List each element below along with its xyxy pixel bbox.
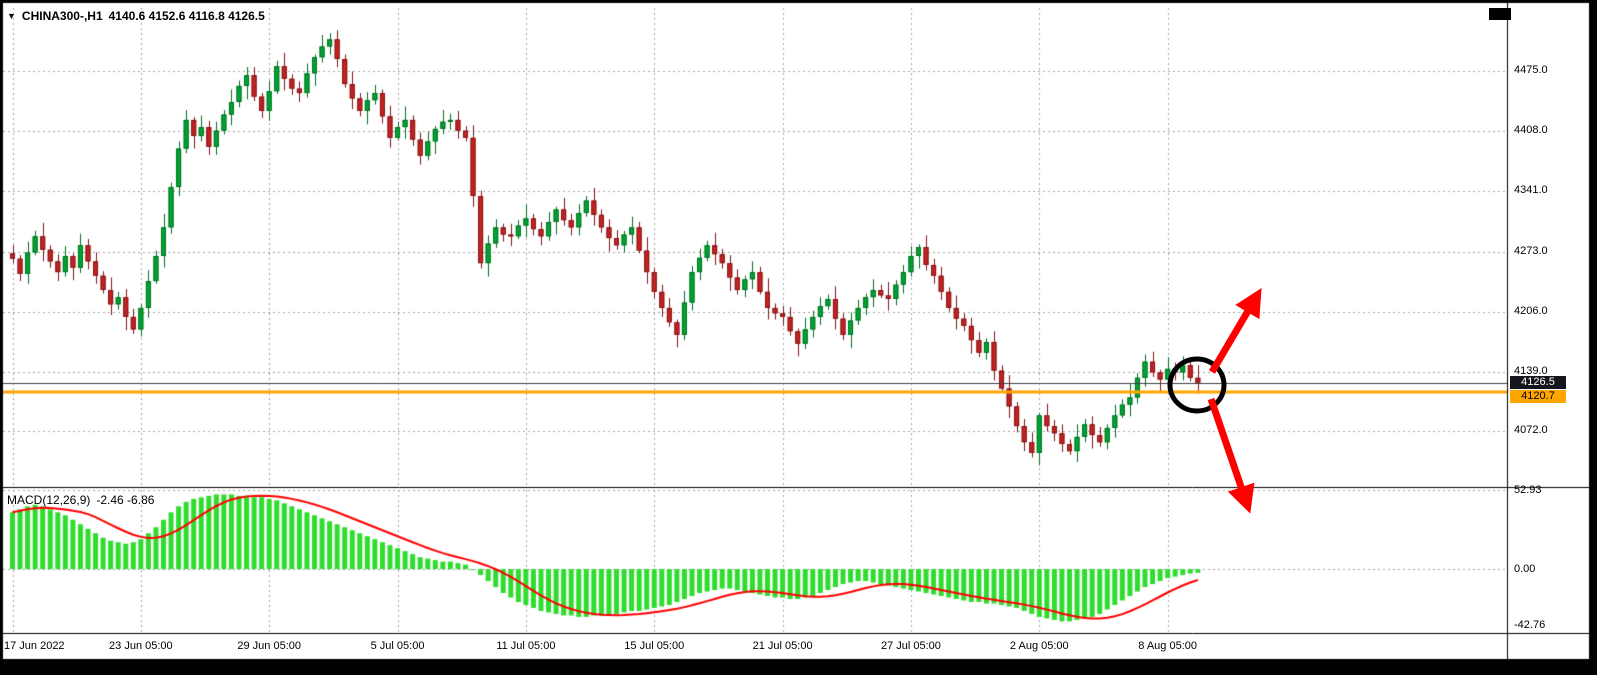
time-tick-label: 8 Aug 05:00 (1138, 640, 1198, 652)
time-tick-label: 21 Jul 05:00 (752, 640, 813, 652)
price-tick-label: 4206.0 (1514, 304, 1548, 317)
time-tick-label: 29 Jun 05:00 (237, 640, 301, 652)
time-tick-label: 17 Jun 2022 (4, 640, 65, 652)
hline-price-tag: 4120.7 (1510, 389, 1566, 403)
macd-tick-label: 0.00 (1514, 563, 1536, 576)
bid-price-tag: 4126.5 (1510, 375, 1566, 389)
price-tick-label: 4072.0 (1514, 424, 1548, 437)
symbol-period-label: CHINA300-,H1 (21, 9, 103, 23)
macd-tick-label: -42.76 (1514, 619, 1546, 631)
macd-name: MACD(12,26,9) (7, 493, 91, 507)
ohlc-values: 4140.6 4152.6 4116.8 4126.5 (108, 9, 265, 23)
time-tick-label: 23 Jun 05:00 (109, 640, 173, 652)
macd-values: -2.46 -6.86 (96, 493, 155, 507)
time-tick-label: 5 Jul 05:00 (370, 640, 425, 652)
price-tick-label: 4273.0 (1514, 244, 1548, 257)
price-tick-label: 4475.0 (1514, 63, 1548, 76)
time-tick-label: 11 Jul 05:00 (496, 640, 556, 652)
price-tick-label: 4408.0 (1514, 123, 1548, 136)
price-tick-label: 4139.0 (1514, 364, 1548, 377)
time-tick-label: 27 Jul 05:00 (880, 640, 941, 652)
price-tick-label: 4341.0 (1514, 183, 1548, 196)
chart-title: ▼ CHINA300-,H1 4140.6 4152.6 4116.8 4126… (7, 9, 265, 23)
macd-tick-label: 52.93 (1514, 484, 1542, 496)
time-tick-label: 15 Jul 05:00 (624, 640, 685, 652)
symbol-dropdown-icon[interactable]: ▼ (7, 11, 16, 21)
macd-indicator-label: MACD(12,26,9) -2.46 -6.86 (7, 493, 160, 507)
chart-shift-marker[interactable] (1489, 8, 1511, 20)
time-tick-label: 2 Aug 05:00 (1009, 640, 1069, 652)
